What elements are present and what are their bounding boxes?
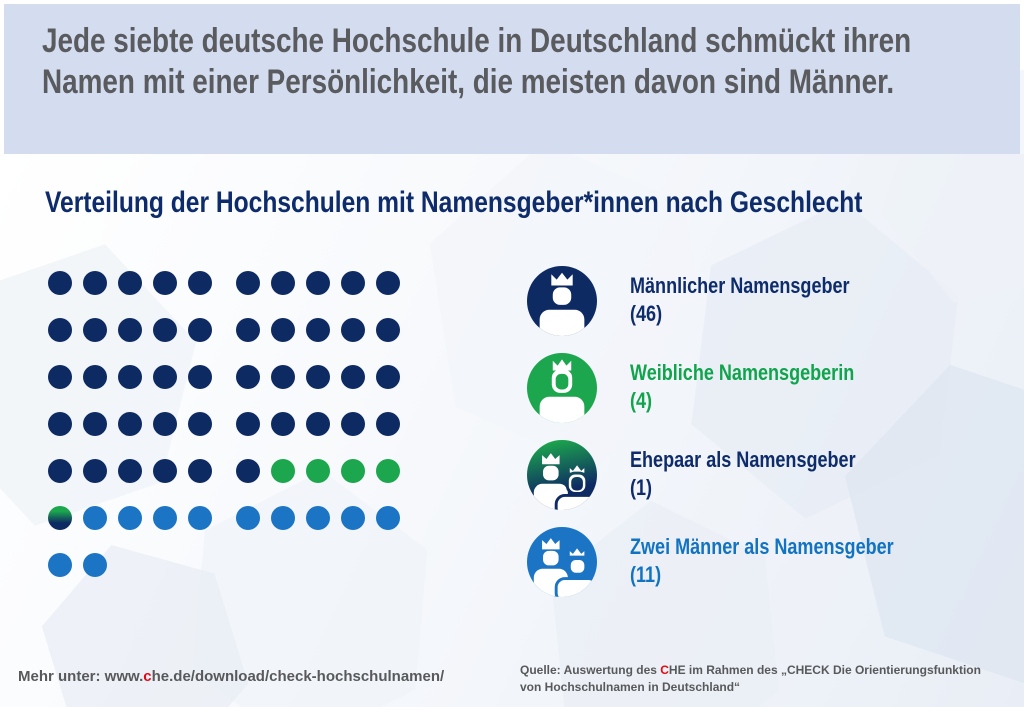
waffle-dot-navy [271,365,295,389]
waffle-dot-blue [306,506,330,530]
waffle-row [48,318,400,342]
waffle-dot-navy [118,365,142,389]
waffle-dot-blue [341,506,365,530]
legend-item-male: Männlicher Namensgeber (46) [527,266,952,336]
waffle-dot-navy [153,459,177,483]
waffle-dot-navy [188,318,212,342]
waffle-dot-navy [48,412,72,436]
legend-count: (1) [630,475,653,500]
headline-line1: Jede siebte deutsche Hochschule in Deuts… [42,22,912,60]
waffle-dot-blue [271,506,295,530]
waffle-dot-navy [376,412,400,436]
waffle-dot-blue [153,506,177,530]
waffle-chart [48,271,400,577]
waffle-dot-navy [376,271,400,295]
waffle-dot-navy [48,271,72,295]
waffle-dot-navy [83,365,107,389]
waffle-dot-navy [188,365,212,389]
waffle-dot-navy [271,271,295,295]
waffle-dot-navy [83,271,107,295]
waffle-dot-navy [306,318,330,342]
waffle-dot-navy [236,459,260,483]
waffle-row [48,412,400,436]
legend-item-couple: Ehepaar als Namensgeber (1) [527,440,952,510]
headline: Jede siebte deutsche Hochschule in Deuts… [4,4,1020,103]
waffle-dot-navy [153,412,177,436]
waffle-dot-green [306,459,330,483]
waffle-dot-navy [188,459,212,483]
waffle-dot-gradient [48,506,72,530]
crowned-man-figure [539,272,585,336]
two-men-namesake-icon [527,527,597,597]
waffle-dot-navy [341,318,365,342]
waffle-dot-navy [48,365,72,389]
waffle-dot-navy [48,318,72,342]
waffle-dot-green [341,459,365,483]
waffle-dot-navy [153,271,177,295]
male-namesake-icon [527,266,597,336]
footer-link-text: Mehr unter: www.che.de/download/check-ho… [18,668,445,685]
source-note: Quelle: Auswertung des CHE im Rahmen des… [520,663,981,694]
waffle-dot-blue [83,506,107,530]
legend-label: Ehepaar als Namensgeber [630,447,856,472]
header-band: Jede siebte deutsche Hochschule in Deuts… [4,4,1020,154]
waffle-dot-blue [188,506,212,530]
legend-count: (4) [630,388,653,413]
couple-namesake-icon [527,440,597,510]
waffle-row [48,553,400,577]
waffle-dot-navy [153,365,177,389]
waffle-dot-green [376,459,400,483]
waffle-dot-navy [341,412,365,436]
female-namesake-icon [527,353,597,423]
waffle-dot-navy [341,271,365,295]
waffle-dot-blue [118,506,142,530]
red-letter: c [143,668,152,685]
waffle-row [48,506,400,530]
legend-label: Männlicher Namensgeber [630,273,850,298]
waffle-dot-navy [83,412,107,436]
waffle-dot-navy [236,365,260,389]
waffle-dot-navy [271,318,295,342]
waffle-dot-navy [271,412,295,436]
legend-label: Zwei Männer als Namensgeber [630,534,894,559]
waffle-dot-navy [306,365,330,389]
waffle-dot-blue [48,553,72,577]
waffle-dot-navy [118,412,142,436]
waffle-row [48,271,400,295]
crowned-woman-figure [539,359,585,423]
legend-item-two-men: Zwei Männer als Namensgeber (11) [527,527,952,597]
headline-line2: Namen mit einer Persönlichkeit, die meis… [42,63,895,101]
waffle-dot-navy [341,365,365,389]
waffle-dot-blue [83,553,107,577]
waffle-dot-navy [48,459,72,483]
waffle-dot-navy [236,318,260,342]
legend-item-female: Weibliche Namensgeberin (4) [527,353,952,423]
legend-count: (46) [630,301,663,326]
waffle-dot-navy [376,365,400,389]
waffle-row [48,365,400,389]
waffle-dot-navy [306,412,330,436]
waffle-dot-navy [118,318,142,342]
waffle-dot-navy [118,459,142,483]
chart-title: Verteilung der Hochschulen mit Namensgeb… [45,186,863,219]
legend: Männlicher Namensgeber (46) Wei [527,266,952,597]
waffle-dot-blue [236,506,260,530]
waffle-dot-blue [376,506,400,530]
waffle-dot-navy [83,318,107,342]
legend-count: (11) [630,562,662,587]
waffle-dot-green [271,459,295,483]
red-letter: C [660,663,669,677]
waffle-dot-navy [153,318,177,342]
waffle-dot-navy [188,412,212,436]
waffle-dot-navy [118,271,142,295]
waffle-dot-navy [188,271,212,295]
waffle-dot-navy [306,271,330,295]
waffle-dot-navy [236,271,260,295]
waffle-dot-navy [236,412,260,436]
waffle-row [48,459,400,483]
waffle-dot-navy [83,459,107,483]
legend-label: Weibliche Namensgeberin [630,360,855,385]
waffle-dot-navy [376,318,400,342]
